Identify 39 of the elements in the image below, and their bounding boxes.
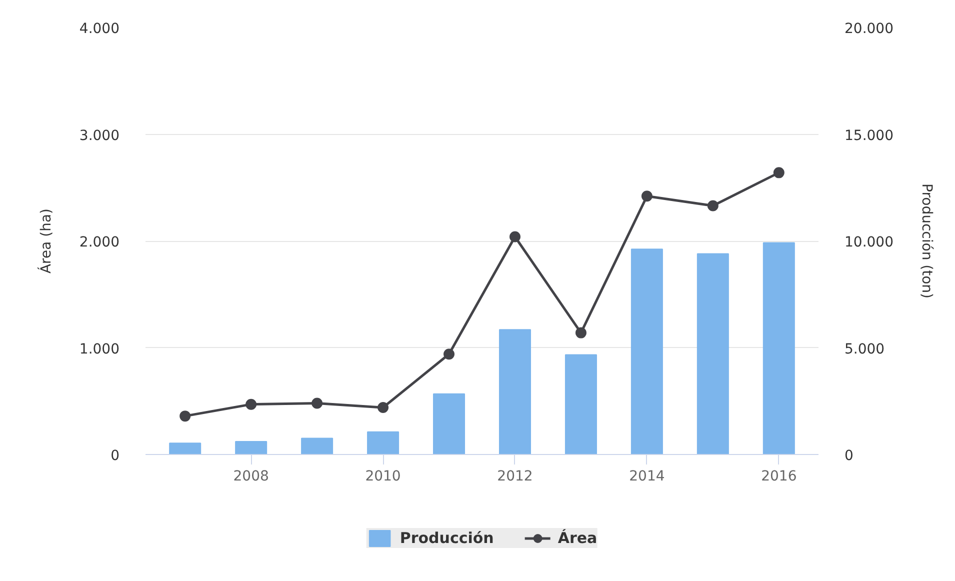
point	[641, 190, 652, 202]
point	[773, 167, 784, 178]
point	[378, 402, 389, 414]
y-tick-label: 3.000	[79, 128, 120, 144]
point	[246, 398, 257, 410]
bar	[235, 440, 268, 454]
x-tick-label: 2008	[233, 468, 269, 484]
y2-tick-label: 0	[844, 448, 854, 464]
x-tick-label: 2012	[497, 468, 533, 484]
legend-label: Área	[558, 529, 598, 547]
y2-tick-label: 5.000	[844, 341, 885, 358]
y-tick-label: 4.000	[79, 21, 120, 37]
x-tick-label: 2016	[761, 468, 797, 484]
y2-tick-label: 15.000	[844, 128, 894, 144]
y2-axis-title: Producción (ton)	[918, 184, 934, 299]
point	[444, 348, 455, 360]
bar	[498, 329, 531, 454]
bar	[696, 253, 729, 454]
point	[312, 398, 323, 409]
bar	[169, 442, 202, 454]
point	[575, 327, 586, 338]
x-tick-label: 2014	[629, 468, 665, 484]
y-axis-title: Área (ha)	[37, 208, 54, 274]
bar	[301, 438, 334, 454]
legend-label: Producción	[400, 529, 494, 547]
bar	[630, 248, 663, 454]
x-tick-label: 2010	[365, 468, 401, 484]
y-tick-label: 0	[110, 448, 120, 464]
point	[180, 410, 191, 422]
point	[509, 231, 520, 242]
y-tick-label: 2.000	[79, 234, 120, 250]
y-tick-label: 1.000	[79, 341, 120, 358]
bar	[762, 242, 795, 454]
bar	[433, 393, 466, 454]
point	[707, 200, 718, 212]
bar	[367, 431, 400, 454]
bar	[564, 354, 597, 454]
y2-tick-label: 20.000	[844, 21, 894, 37]
y2-tick-label: 10.000	[844, 234, 894, 250]
